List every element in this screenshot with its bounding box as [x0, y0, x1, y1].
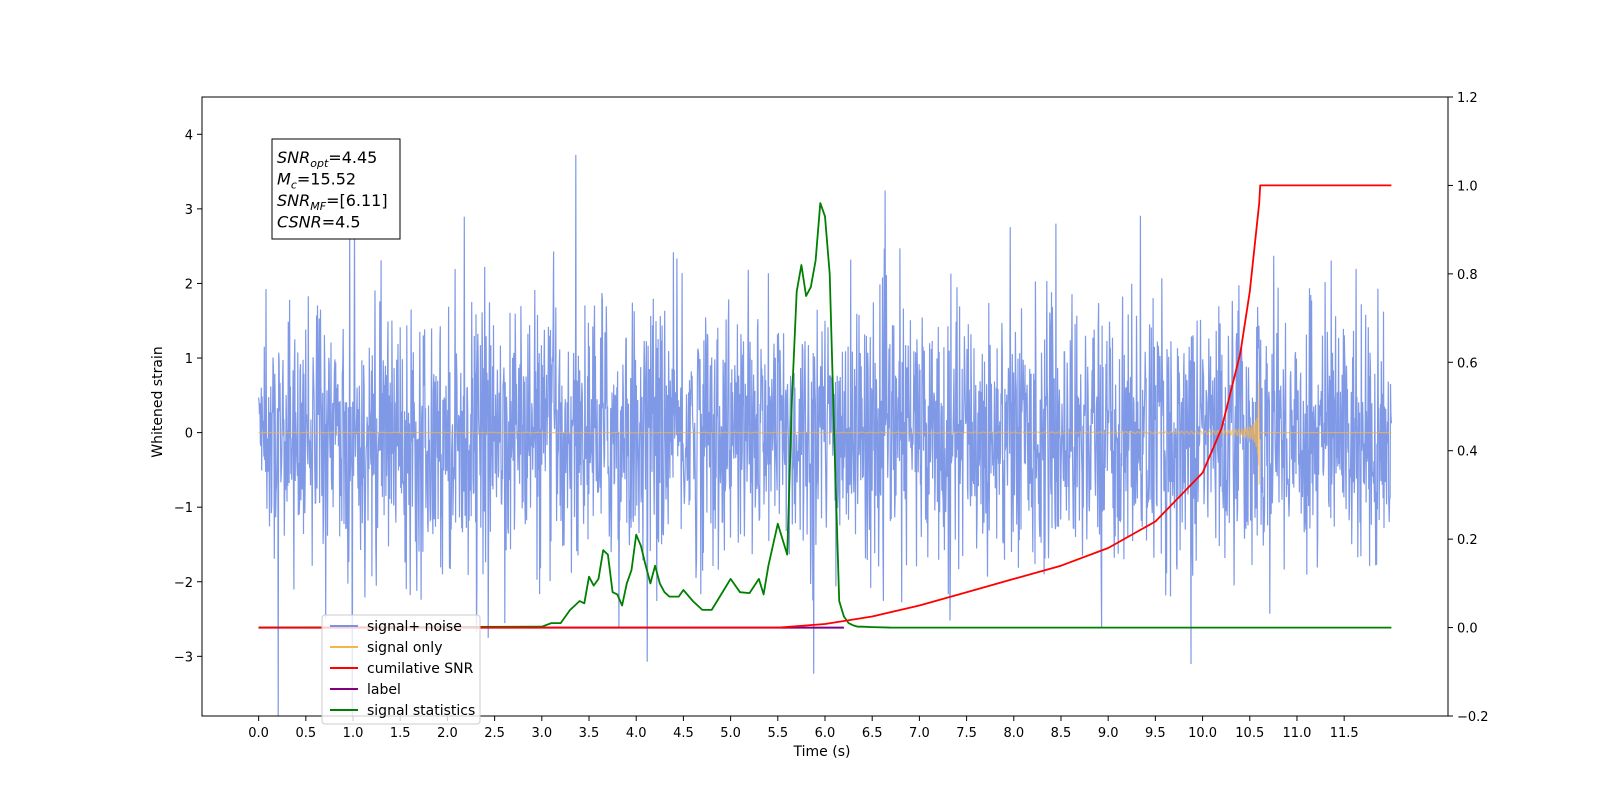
x-tick-label: 0.5: [295, 726, 316, 741]
x-tick-label: 11.5: [1330, 726, 1359, 741]
x-tick-label: 0.0: [248, 726, 269, 741]
annotation-symbol: SNR: [277, 191, 310, 210]
x-tick-label: 9.5: [1145, 726, 1166, 741]
y-tick-label: 4: [185, 128, 193, 143]
series-signal-statistics: [258, 202, 1392, 629]
legend-label: signal statistics: [367, 703, 475, 719]
annotation-value: =4.5: [322, 213, 361, 232]
annotation-value: =[6.11]: [326, 191, 388, 210]
y-tick-label: −1: [174, 501, 193, 516]
x-tick-label: 9.0: [1098, 726, 1119, 741]
series-signal-only: [258, 381, 1392, 485]
x-tick-label: 3.5: [579, 726, 600, 741]
x-tick-label: 10.5: [1235, 726, 1264, 741]
annotation-value: =4.45: [328, 148, 377, 167]
y-tick-label: 0: [185, 427, 193, 442]
y2-tick-label: 1.2: [1457, 91, 1478, 106]
y2-tick-label: 0.4: [1457, 445, 1478, 460]
series-signal-noise: [258, 154, 1392, 716]
annotation-line: CSNR=4.5: [277, 213, 361, 232]
x-tick-label: 2.5: [484, 726, 505, 741]
legend-label: signal+ noise: [367, 619, 462, 635]
x-tick-label: 11.0: [1282, 726, 1311, 741]
annotation-subscript: MF: [310, 200, 326, 213]
x-tick-label: 1.0: [343, 726, 364, 741]
y2-tick-label: 1.0: [1457, 179, 1478, 194]
y2-tick-label: 0.2: [1457, 533, 1478, 548]
y-tick-label: 3: [185, 203, 193, 218]
annotation-symbol: CSNR: [277, 213, 322, 232]
annotation-symbol: M: [277, 170, 291, 189]
x-tick-label: 6.5: [862, 726, 883, 741]
annotation-frame: [271, 138, 401, 240]
x-tick-label: 10.0: [1188, 726, 1217, 741]
annotation-line: SNRMF=[6.11]: [277, 191, 388, 213]
y-tick-label: −3: [174, 650, 193, 665]
annotation-line: SNRopt=4.45: [277, 148, 377, 170]
annotation-symbol: SNR: [277, 148, 310, 167]
x-tick-label: 4.0: [626, 726, 647, 741]
y2-tick-label: −0.2: [1457, 710, 1489, 725]
y2-tick-label: 0.6: [1457, 356, 1478, 371]
y2-tick-label: 0.0: [1457, 622, 1478, 637]
legend: signal+ noise signal only cumilative SNR la…: [321, 614, 481, 725]
y-axis-label: Whitened strain: [150, 346, 166, 457]
legend-label: cumilative SNR: [367, 661, 474, 677]
legend-label: signal only: [367, 640, 442, 656]
x-tick-label: 5.0: [720, 726, 741, 741]
x-tick-label: 5.5: [767, 726, 788, 741]
x-tick-label: 7.0: [909, 726, 930, 741]
x-tick-label: 7.5: [956, 726, 977, 741]
axes-layer: 0.0 0.5 1.0 1.5 2.0 2.5 3.0 3.5 4.0 4.5 5.0 5.5 6.0 6…: [174, 91, 1489, 741]
y-tick-label: −2: [174, 576, 193, 591]
annotation-subscript: c: [291, 179, 297, 192]
y2-tick-label: 0.8: [1457, 268, 1478, 283]
legend-frame: [321, 614, 481, 725]
series-cumulative-snr: [258, 184, 1392, 629]
x-tick-label: 3.0: [531, 726, 552, 741]
x-tick-label: 2.0: [437, 726, 458, 741]
y-tick-label: 1: [185, 352, 193, 367]
x-tick-label: 8.5: [1051, 726, 1072, 741]
y-tick-label: 2: [185, 277, 193, 292]
x-tick-label: 8.0: [1003, 726, 1024, 741]
legend-label: label: [367, 682, 401, 698]
x-tick-label: 6.0: [815, 726, 836, 741]
x-axis-label: Time (s): [793, 744, 851, 760]
annotation-line: Mc=15.52: [277, 170, 356, 192]
x-tick-label: 4.5: [673, 726, 694, 741]
annotation-subscript: opt: [310, 157, 329, 170]
x-tick-label: 1.5: [390, 726, 411, 741]
annotation-value: =15.52: [297, 170, 356, 189]
